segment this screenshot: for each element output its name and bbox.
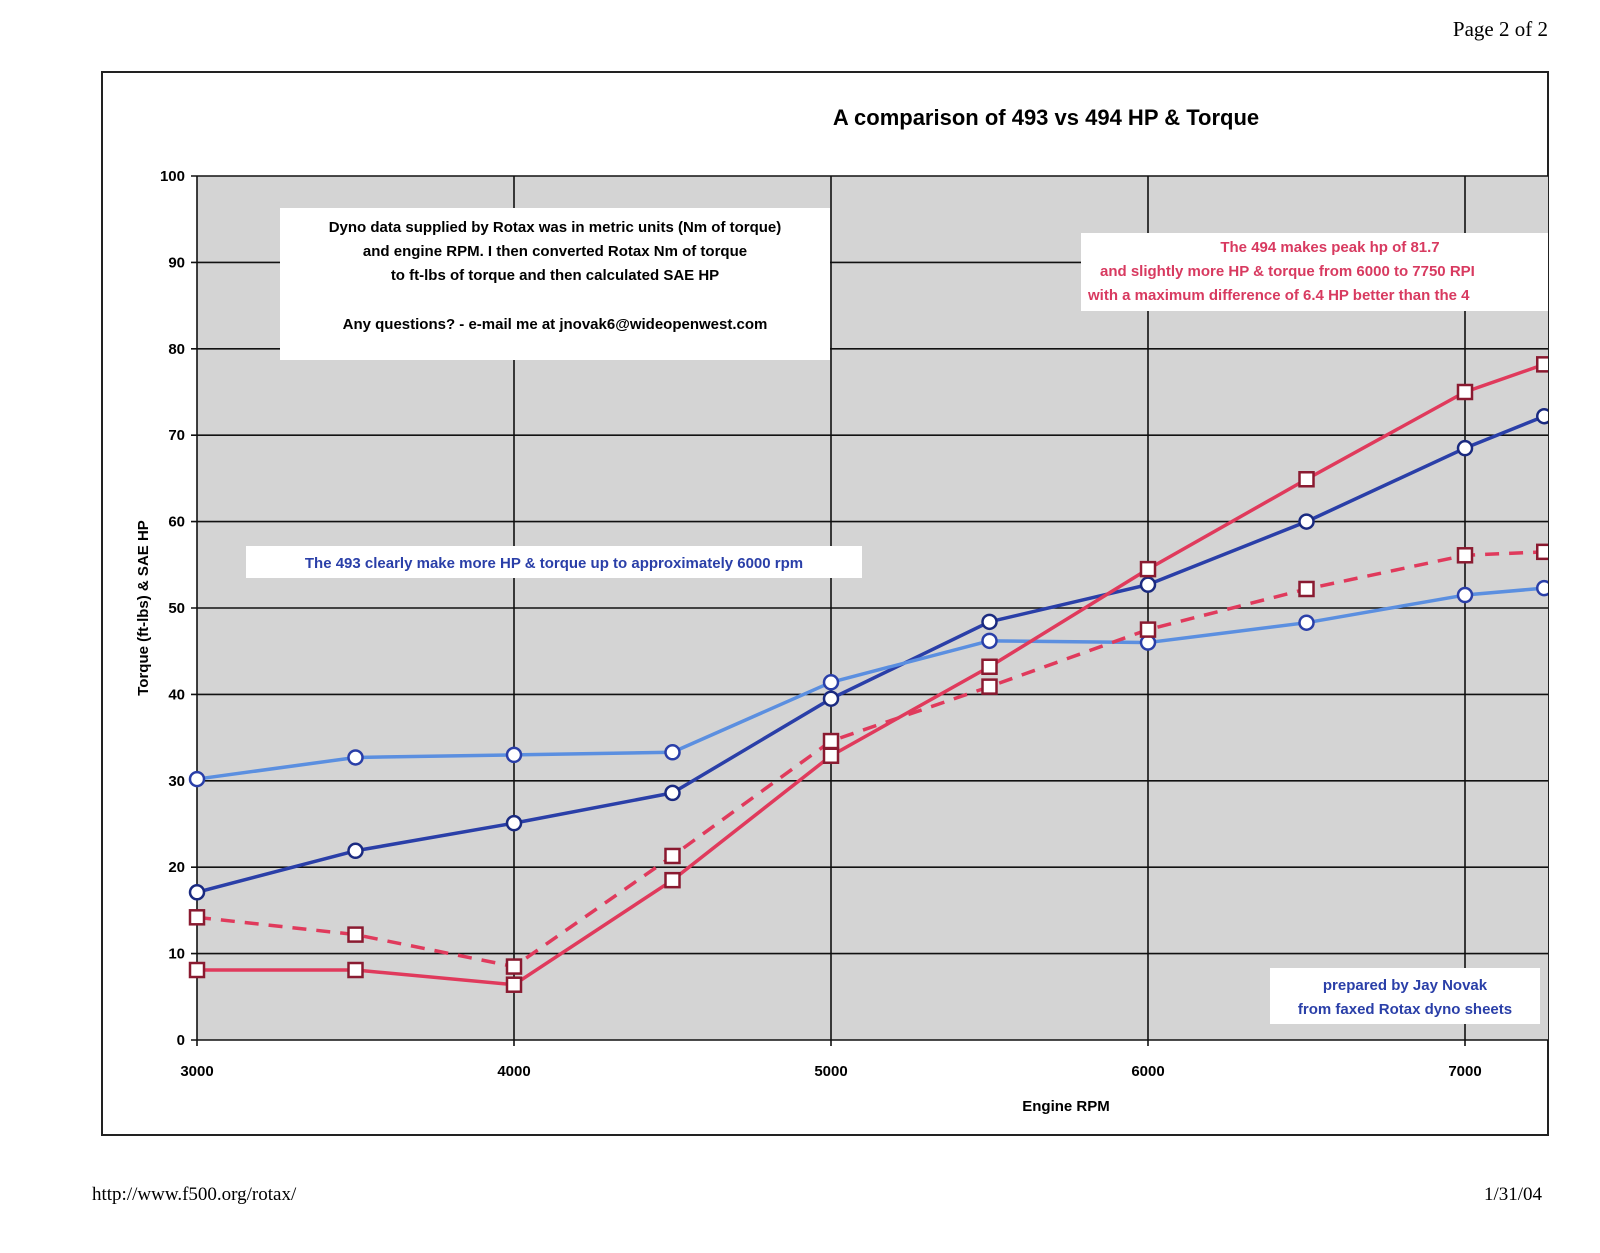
data-point	[1536, 579, 1548, 597]
note-line: Dyno data supplied by Rotax was in metri…	[329, 219, 782, 236]
credit-line: prepared by Jay Novak	[1323, 977, 1488, 994]
x-axis-label: Engine RPM	[1022, 1098, 1110, 1115]
data-point	[822, 732, 840, 750]
data-point	[347, 961, 364, 979]
data-point	[1139, 621, 1157, 638]
x-tick-labels: 3000 4000 5000 6000 7000	[180, 1063, 1481, 1080]
data-point	[505, 746, 523, 764]
data-point	[1536, 407, 1548, 425]
data-point	[822, 747, 840, 764]
data-point	[664, 871, 681, 889]
note-line: to ft-lbs of torque and then calculated …	[391, 267, 719, 284]
series-line-3	[196, 550, 1545, 969]
y-tick-label: 40	[168, 686, 185, 703]
data-point	[1456, 586, 1474, 604]
data-point	[822, 674, 840, 691]
data-point	[664, 744, 681, 761]
data-point	[1536, 543, 1548, 561]
data-point	[664, 847, 681, 865]
y-tick-label: 50	[168, 600, 185, 617]
y-tick-label: 100	[160, 168, 185, 185]
data-point	[1456, 383, 1474, 401]
series-group	[188, 356, 1548, 993]
y-tick-label: 60	[168, 514, 185, 531]
data-point	[1139, 560, 1157, 578]
data-point	[1298, 471, 1315, 488]
data-point	[347, 926, 364, 943]
x-tick-label: 5000	[814, 1063, 847, 1080]
data-point	[1139, 576, 1157, 593]
x-tick-label: 6000	[1131, 1063, 1164, 1080]
data-point	[188, 909, 206, 926]
data-point	[1456, 547, 1474, 564]
data-point	[505, 958, 523, 975]
y-tick-label: 80	[168, 341, 185, 358]
y-tick-label: 30	[168, 773, 185, 790]
note-494-line: The 494 makes peak hp of 81.7	[1220, 239, 1439, 256]
data-point	[347, 842, 364, 860]
note-493: The 493 clearly make more HP & torque up…	[305, 555, 803, 572]
data-point	[822, 690, 840, 707]
credit-line: from faxed Rotax dyno sheets	[1298, 1001, 1512, 1018]
data-point	[188, 961, 206, 979]
data-point	[505, 976, 523, 993]
data-point	[1298, 614, 1315, 631]
data-point	[1298, 580, 1315, 598]
data-point	[664, 784, 681, 802]
data-point	[1536, 356, 1548, 373]
note-line: and engine RPM. I then converted Rotax N…	[363, 243, 747, 260]
y-tick-label: 70	[168, 427, 185, 444]
series-line-1	[196, 586, 1545, 781]
data-point	[981, 658, 998, 676]
chart-title: A comparison of 493 vs 494 HP & Torque	[833, 105, 1259, 130]
x-tick-label: 4000	[497, 1063, 530, 1080]
y-tick-label: 90	[168, 254, 185, 271]
data-point	[188, 770, 206, 788]
notes-box: Dyno data supplied by Rotax was in metri…	[280, 208, 830, 360]
data-point	[981, 678, 998, 695]
y-tick-label: 10	[168, 946, 185, 963]
page-number: Page 2 of 2	[1453, 17, 1548, 41]
x-tick-label: 7000	[1448, 1063, 1481, 1080]
series-line-2	[197, 362, 1545, 987]
y-tick-label: 20	[168, 859, 185, 876]
data-point	[981, 613, 998, 631]
y-tick-label: 0	[177, 1032, 185, 1049]
note-494-line: and slightly more HP & torque from 6000 …	[1100, 263, 1475, 280]
data-point	[347, 749, 364, 766]
y-tick-labels: 0 10 20 30 40 50 60 70 80 90 100	[160, 168, 185, 1049]
note-494-box: The 494 makes peak hp of 81.7 and slight…	[1081, 233, 1548, 311]
data-point	[1456, 439, 1474, 457]
x-tick-label: 3000	[180, 1063, 213, 1080]
note-493-box: The 493 clearly make more HP & torque up…	[246, 546, 862, 578]
data-point	[1298, 513, 1315, 530]
credit-box: prepared by Jay Novak from faxed Rotax d…	[1270, 968, 1540, 1024]
data-point	[505, 814, 523, 832]
note-line: Any questions? - e-mail me at jnovak6@wi…	[343, 316, 768, 333]
data-point	[981, 632, 998, 650]
data-point	[188, 884, 206, 901]
footer-date: 1/31/04	[1484, 1184, 1543, 1205]
gridlines	[191, 175, 1548, 1046]
y-axis-label: Torque (ft-lbs) & SAE HP	[135, 520, 152, 696]
note-494-line: with a maximum difference of 6.4 HP bett…	[1087, 287, 1470, 304]
footer-url: http://www.f500.org/rotax/	[92, 1184, 297, 1205]
